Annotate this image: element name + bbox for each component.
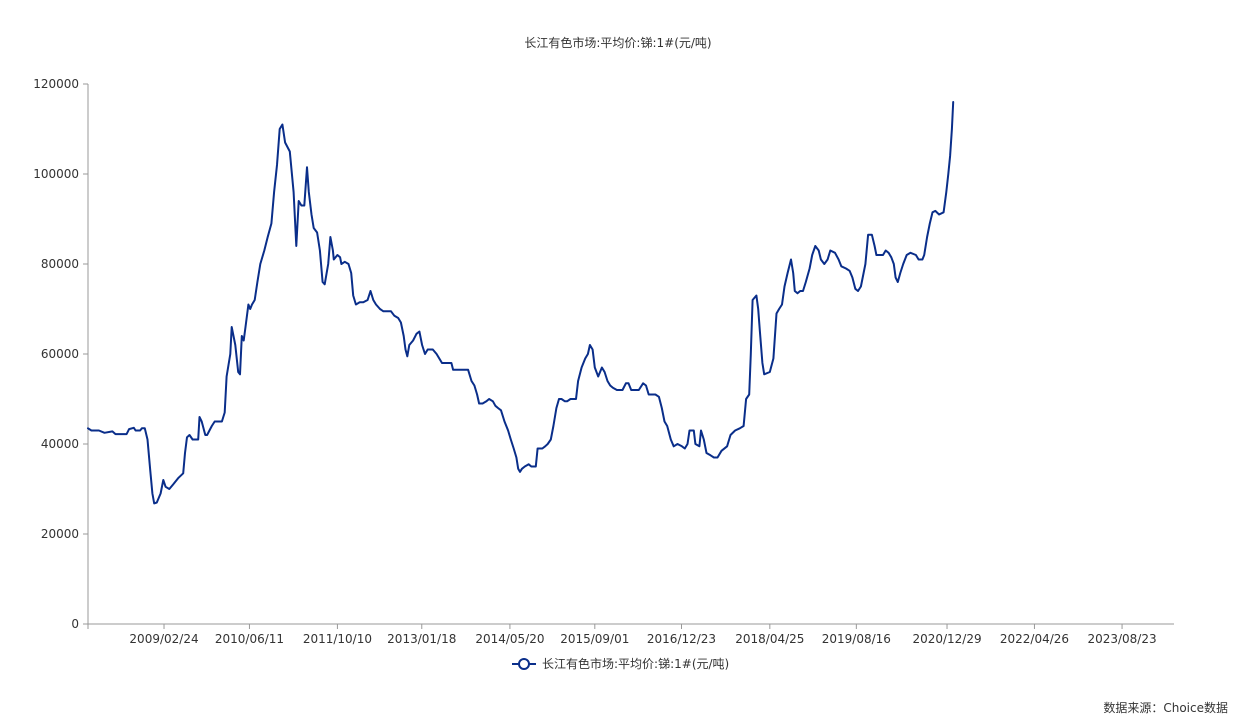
- chart-title: 长江有色市场:平均价:锑:1#(元/吨): [524, 35, 711, 50]
- y-tick-label: 0: [71, 617, 79, 631]
- x-tick-label: 2019/08/16: [822, 632, 891, 646]
- x-tick-label: 2011/10/10: [303, 632, 372, 646]
- x-axis: 2009/02/24 2010/06/11 2011/10/10 2013/01/18…: [87, 623, 1174, 646]
- x-tick-label: 2022/04/26: [1000, 632, 1069, 646]
- y-tick-label: 100000: [33, 167, 79, 181]
- source-note: 数据来源：Choice数据: [1103, 701, 1228, 715]
- x-tick-label: 2020/12/29: [912, 632, 981, 646]
- chart-svg: 长江有色市场:平均价:锑:1#(元/吨) 0 20000 40000 60000 800…: [33, 35, 1174, 671]
- y-tick-label: 80000: [41, 257, 79, 271]
- y-tick-label: 20000: [41, 527, 79, 541]
- x-tick-label: 2010/06/11: [215, 632, 284, 646]
- legend-circle-icon: [518, 658, 530, 670]
- x-tick-label: 2016/12/23: [647, 632, 716, 646]
- x-tick-label: 2014/05/20: [475, 632, 544, 646]
- y-tick-label: 60000: [41, 347, 79, 361]
- y-tick-label: 120000: [33, 77, 79, 91]
- y-axis: 0 20000 40000 60000 80000 100000 120000: [33, 77, 89, 631]
- legend-label: 长江有色市场:平均价:锑:1#(元/吨): [542, 656, 729, 671]
- x-tick-label: 2013/01/18: [387, 632, 456, 646]
- legend[interactable]: 长江有色市场:平均价:锑:1#(元/吨): [512, 656, 729, 671]
- x-tick-label: 2018/04/25: [735, 632, 804, 646]
- x-tick-label: 2023/08/23: [1087, 632, 1156, 646]
- y-tick-label: 40000: [41, 437, 79, 451]
- x-tick-label: 2009/02/24: [129, 632, 198, 646]
- x-tick-label: 2015/09/01: [560, 632, 629, 646]
- series-layer: [87, 101, 955, 505]
- series-line[interactable]: [87, 101, 955, 505]
